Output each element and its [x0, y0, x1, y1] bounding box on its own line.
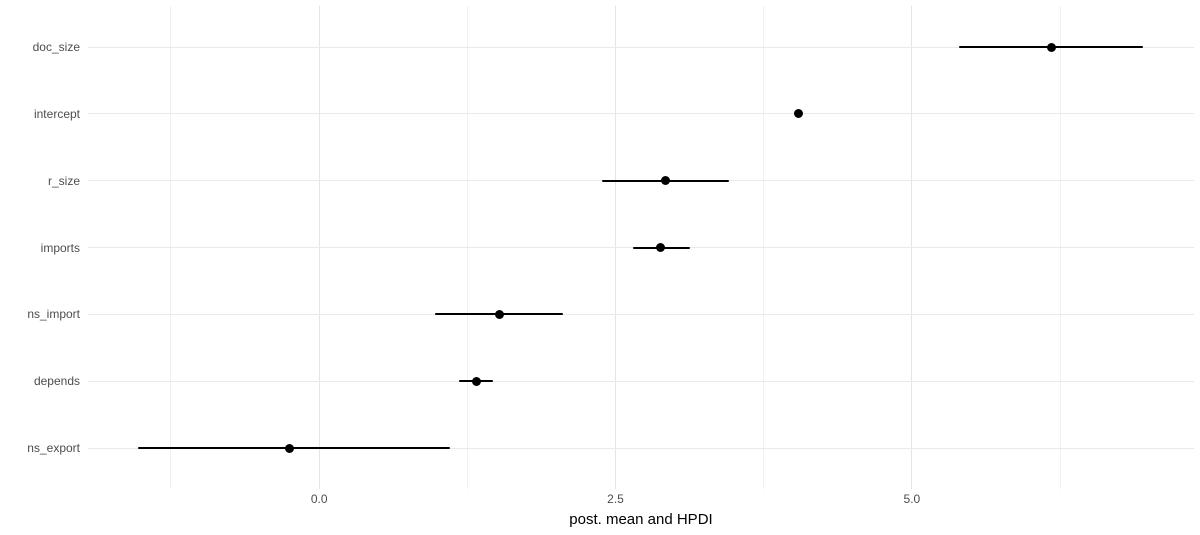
mean-point-depends [472, 376, 482, 386]
y-tick-label-imports: imports [40, 240, 80, 255]
y-tick-label-depends: depends [33, 374, 80, 389]
x-axis-title: post. mean and HPDI [569, 511, 713, 528]
category-gridline-doc_size [88, 46, 1194, 48]
mean-point-intercept [793, 109, 803, 119]
y-tick-label-intercept: intercept [33, 106, 80, 121]
x-tick-label-0.0: 0.0 [310, 492, 328, 506]
plot-panel [88, 6, 1194, 489]
mean-point-r_size [660, 176, 670, 186]
mean-point-ns_import [494, 309, 504, 319]
x-tick-label-2.5: 2.5 [607, 492, 624, 506]
category-gridline-intercept [88, 113, 1194, 115]
y-tick-label-r_size: r_size [47, 173, 80, 188]
y-tick-label-ns_import: ns_import [27, 307, 80, 322]
category-gridline-depends [88, 380, 1194, 382]
category-gridline-ns_export [88, 447, 1194, 449]
x-tick-label-5.0: 5.0 [903, 492, 921, 506]
mean-point-imports [656, 243, 666, 252]
y-tick-label-ns_export: ns_export [27, 441, 80, 455]
mean-point-doc_size [1047, 42, 1057, 52]
y-tick-label-doc_size: doc_size [32, 40, 80, 54]
mean-point-ns_export [285, 443, 295, 453]
category-gridline-ns_import [88, 313, 1194, 315]
